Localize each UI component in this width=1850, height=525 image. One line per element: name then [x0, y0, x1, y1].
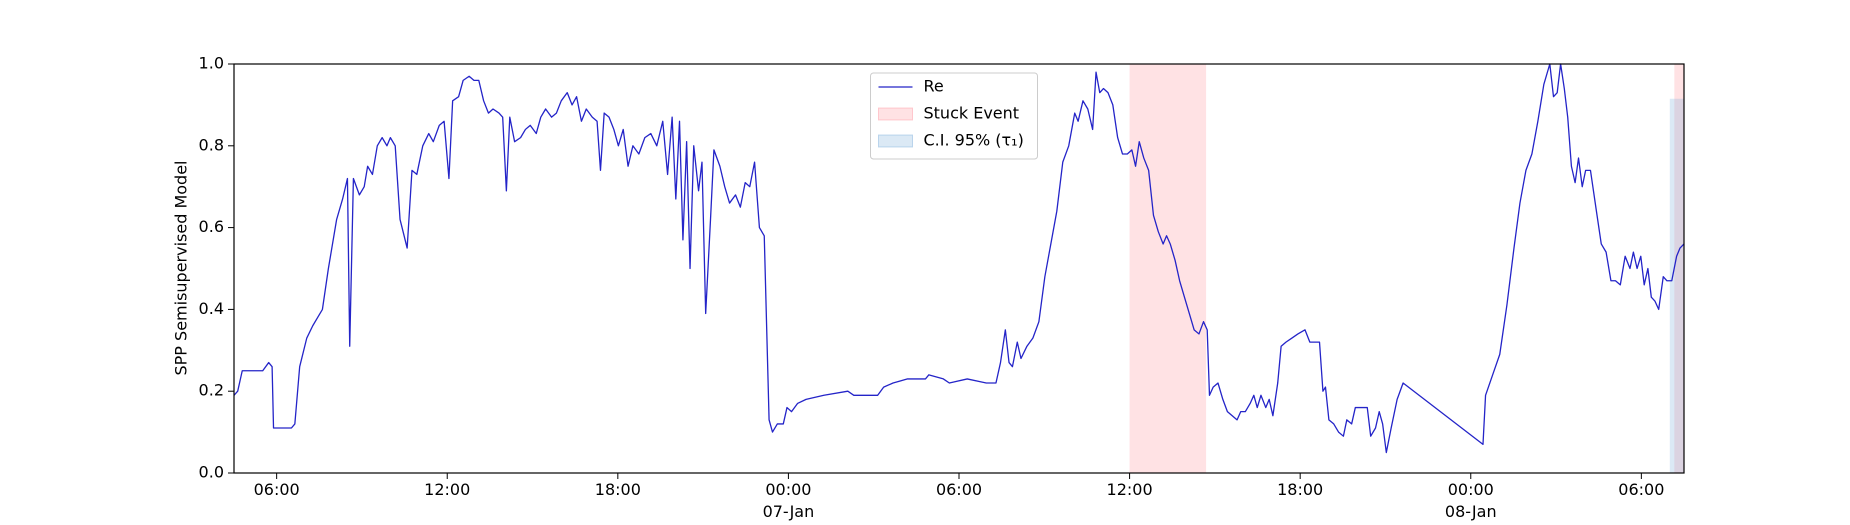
y-tick-label: 1.0 [199, 54, 224, 73]
x-tick-label: 00:00 08-Jan [1445, 480, 1497, 521]
legend-label: Re [924, 77, 944, 96]
legend-box [870, 72, 1038, 160]
span-region [1669, 98, 1684, 473]
legend-patch [878, 134, 913, 148]
y-axis-label: SPP Semisupervised Model [172, 161, 191, 376]
legend: Re Stuck Event C.I. 95% (τ₁) [870, 72, 1038, 160]
x-tick-label: 18:00 [1277, 480, 1323, 499]
y-tick-label: 0.4 [199, 299, 224, 318]
x-tick-label: 06:00 [1618, 480, 1664, 499]
legend-label: C.I. 95% (τ₁) [924, 131, 1024, 150]
y-tick-label: 0.8 [199, 135, 224, 154]
x-tick-label: 12:00 [424, 480, 470, 499]
y-tick-label: 0.2 [199, 381, 224, 400]
y-tick-label: 0.0 [199, 463, 224, 482]
data-line [233, 63, 1685, 454]
span-region [1129, 64, 1207, 473]
x-tick-label: 06:00 [254, 480, 300, 499]
plot-frame [233, 63, 1685, 474]
y-tick-label: 0.6 [199, 217, 224, 236]
x-tick-label: 18:00 [595, 480, 641, 499]
x-tick-label: 06:00 [936, 480, 982, 499]
legend-label: Stuck Event [924, 104, 1020, 123]
legend-patch [878, 107, 913, 121]
span-region [1674, 64, 1684, 473]
x-tick-label: 12:00 [1107, 480, 1153, 499]
